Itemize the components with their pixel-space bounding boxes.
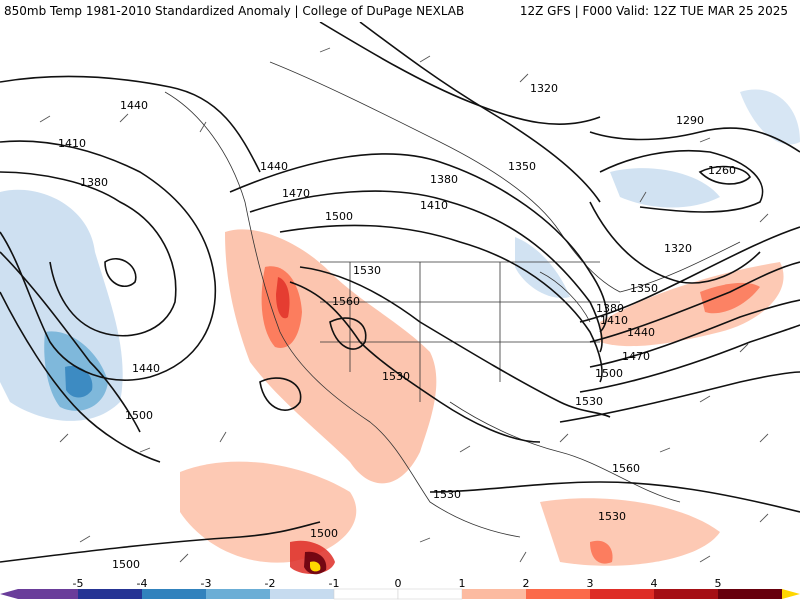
header: 850mb Temp 1981-2010 Standardized Anomal… — [0, 0, 800, 22]
contour-labels: 1440 1410 1380 1440 1470 1500 1530 1560 … — [58, 82, 736, 571]
anomaly-shading — [0, 89, 800, 575]
colorbar-tick: -4 — [136, 577, 148, 590]
colorbar-swatch — [590, 589, 654, 599]
anomaly-colorbar: -5 -4 -3 -2 -1 0 1 2 3 4 5 — [0, 577, 800, 600]
colorbar-tick: 1 — [458, 577, 466, 590]
contour-label: 1470 — [282, 187, 310, 200]
colorbar-tick: -2 — [264, 577, 276, 590]
cold-anomaly-deep — [65, 365, 93, 398]
cold-anomaly-arctic — [740, 89, 800, 145]
colorbar-tick: -3 — [200, 577, 212, 590]
colorbar-tick: 0 — [394, 577, 402, 590]
coastlines — [164, 61, 741, 538]
contour-label: 1530 — [598, 510, 626, 523]
colorbar-arrow-right — [782, 589, 800, 599]
warm-anomaly-tropics-peak — [310, 561, 321, 572]
colorbar-swatch — [270, 589, 334, 599]
contour-label: 1500 — [125, 409, 153, 422]
contour-label: 1410 — [58, 137, 86, 150]
colorbar-tick: 3 — [586, 577, 594, 590]
contour-label: 1470 — [622, 350, 650, 363]
contour-label: 1530 — [575, 395, 603, 408]
contour-label: 1260 — [708, 164, 736, 177]
colorbar-tick: 2 — [522, 577, 530, 590]
contour-label: 1560 — [612, 462, 640, 475]
contour-label: 1320 — [530, 82, 558, 95]
warm-anomaly-caribbean-core — [590, 540, 613, 564]
colorbar-swatch — [333, 588, 399, 600]
height-contours — [0, 22, 800, 563]
model-valid-time: 12Z GFS | F000 Valid: 12Z TUE MAR 25 202… — [519, 4, 788, 18]
map-panel[interactable]: 1440 1410 1380 1440 1470 1500 1530 1560 … — [0, 22, 800, 577]
warm-anomaly-atlantic-core — [700, 282, 760, 314]
cold-anomaly-northeast — [610, 168, 720, 208]
contour-label: 1530 — [382, 370, 410, 383]
contour-label: 1560 — [332, 295, 360, 308]
colorbar-swatch — [206, 589, 270, 599]
contour-label: 1440 — [260, 160, 288, 173]
contour-label: 1380 — [80, 176, 108, 189]
colorbar-tick: 4 — [650, 577, 658, 590]
contour-label: 1410 — [600, 314, 628, 327]
colorbar-swatch — [654, 589, 718, 599]
colorbar-tick: 5 — [714, 577, 722, 590]
contour-label: 1410 — [420, 199, 448, 212]
contour-label: 1440 — [120, 99, 148, 112]
warm-anomaly-california-core — [276, 277, 290, 319]
colorbar-swatch — [462, 589, 526, 599]
colorbar-swatch — [526, 589, 590, 599]
contour-label: 1350 — [508, 160, 536, 173]
warm-anomaly-west — [225, 229, 437, 484]
colorbar-swatch — [718, 589, 782, 599]
colorbar-tick: -1 — [328, 577, 340, 590]
contour-label: 1500 — [325, 210, 353, 223]
contour-label: 1320 — [664, 242, 692, 255]
warm-anomaly-caribbean — [540, 498, 720, 566]
contour-label: 1350 — [630, 282, 658, 295]
contour-label: 1440 — [132, 362, 160, 375]
product-title: 850mb Temp 1981-2010 Standardized Anomal… — [4, 4, 465, 18]
contour-label: 1500 — [310, 527, 338, 540]
warm-anomaly-tropics — [180, 461, 357, 563]
contour-label: 1290 — [676, 114, 704, 127]
contour-label: 1440 — [627, 326, 655, 339]
map-canvas: 1440 1410 1380 1440 1470 1500 1530 1560 … — [0, 22, 800, 575]
contour-label: 1530 — [353, 264, 381, 277]
colorbar-swatch — [18, 589, 78, 599]
contour-label: 1380 — [596, 302, 624, 315]
contour-label: 1380 — [430, 173, 458, 186]
colorbar-arrow-left — [0, 589, 18, 599]
contour-label: 1500 — [595, 367, 623, 380]
colorbar-swatch — [78, 589, 142, 599]
cold-anomaly-greatlakes — [515, 237, 570, 298]
contour-label: 1530 — [433, 488, 461, 501]
contour-label: 1500 — [112, 558, 140, 571]
wind-barbs — [39, 47, 769, 563]
colorbar-scale — [0, 588, 800, 600]
colorbar-swatch — [142, 589, 206, 599]
colorbar-tick: -5 — [72, 577, 84, 590]
colorbar-swatch — [397, 588, 463, 600]
